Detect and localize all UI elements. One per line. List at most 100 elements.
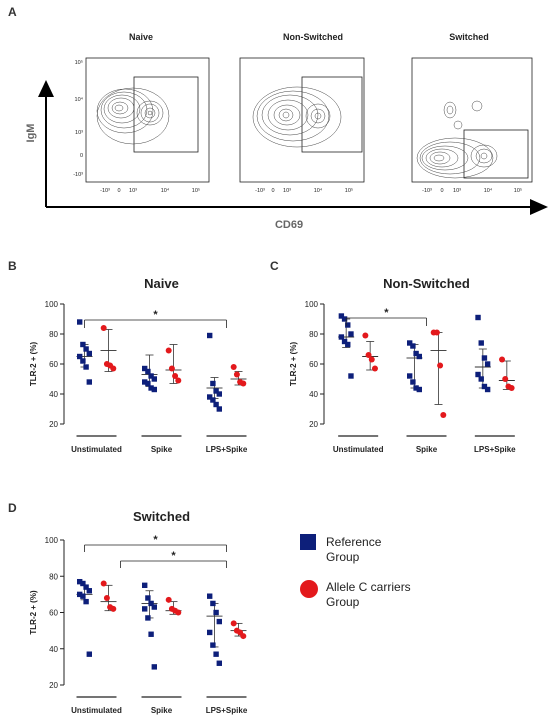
y-tick-label: 60 xyxy=(49,609,58,618)
data-point-reference xyxy=(407,373,413,379)
svg-text:10³: 10³ xyxy=(453,188,461,194)
svg-text:-10³: -10³ xyxy=(422,188,432,194)
svg-text:10⁴: 10⁴ xyxy=(75,96,84,103)
data-point-carriers xyxy=(240,633,247,640)
data-point-carriers xyxy=(365,352,372,358)
data-point-reference xyxy=(77,578,83,585)
data-point-carriers xyxy=(165,596,172,603)
data-point-reference xyxy=(148,600,154,607)
data-point-reference xyxy=(348,331,354,337)
panel-letter-c: C xyxy=(270,259,279,273)
flow-gate xyxy=(133,76,199,153)
data-point-carriers xyxy=(165,347,172,354)
flow-gate xyxy=(463,129,529,179)
legend-label-carriers-2: Group xyxy=(326,595,360,609)
data-point-reference xyxy=(77,591,83,598)
data-point-reference xyxy=(216,391,222,397)
data-point-reference xyxy=(416,353,422,360)
panel-letter-d: D xyxy=(8,501,17,515)
data-point-reference xyxy=(213,609,219,616)
data-point-reference xyxy=(148,631,154,637)
legend-label-reference-1: Reference xyxy=(326,535,382,549)
data-point-reference xyxy=(80,580,86,587)
data-point-reference xyxy=(478,340,484,346)
data-point-carriers xyxy=(100,580,107,587)
data-point-reference xyxy=(341,338,348,345)
data-point-reference xyxy=(80,358,86,364)
dot-plot-naive: Naive TLR-2 + (%) 20 40 60 80 100 Unstimulated S… xyxy=(29,276,248,454)
data-point-reference xyxy=(475,314,481,321)
svg-text:10³: 10³ xyxy=(283,188,291,194)
flow-y-axis-label: IgM xyxy=(25,124,37,143)
data-point-reference xyxy=(83,598,89,605)
legend-swatch-reference xyxy=(300,534,316,550)
flow-x-ticks: -10³ 0 10³ 10⁴ 10⁵ xyxy=(100,187,200,194)
legend-label-carriers-1: Allele C carriers xyxy=(326,580,411,594)
panel-letter-b: B xyxy=(8,259,17,273)
data-point-reference xyxy=(210,397,216,403)
data-point-reference xyxy=(407,340,413,346)
flow-title-non-switched: Non-Switched xyxy=(283,32,343,42)
y-tick-label: 20 xyxy=(49,681,58,690)
y-tick-label: 80 xyxy=(49,330,58,339)
y-tick-label: 100 xyxy=(45,300,59,309)
dot-plot-non-switched: Non-Switched TLR-2 + (%) 20 40 60 80 100 Unstim… xyxy=(289,276,516,454)
data-point-reference xyxy=(142,365,148,372)
data-point-carriers xyxy=(175,377,182,384)
data-point-reference xyxy=(213,388,219,394)
flow-plot-non-switched: Non-Switched -10³ 0 10³ 10⁴ 10⁵ xyxy=(239,32,365,194)
category-label: Unstimulated xyxy=(333,445,384,454)
data-point-carriers xyxy=(175,609,182,616)
significance-star: * xyxy=(171,550,176,562)
svg-text:10⁵: 10⁵ xyxy=(75,59,83,66)
data-point-reference xyxy=(86,379,92,385)
significance-star: * xyxy=(153,534,158,546)
data-point-reference xyxy=(213,651,219,657)
y-tick-label: 40 xyxy=(49,390,58,399)
data-point-reference xyxy=(216,618,222,625)
y-tick-label: 40 xyxy=(49,645,58,654)
y-tick-label: 100 xyxy=(305,300,319,309)
data-point-reference xyxy=(86,588,92,594)
significance-star: * xyxy=(384,307,389,319)
flow-frame xyxy=(85,57,210,183)
data-point-carriers xyxy=(100,325,107,331)
data-point-reference xyxy=(410,343,416,349)
data-point-reference xyxy=(145,380,151,387)
y-tick-label: 20 xyxy=(309,420,318,429)
data-point-reference xyxy=(142,582,148,589)
data-point-carriers xyxy=(233,371,240,378)
svg-text:-10³: -10³ xyxy=(73,172,83,178)
y-axis-label: TLR-2 + (%) xyxy=(29,590,38,635)
data-point-carriers xyxy=(110,365,117,372)
svg-text:0: 0 xyxy=(80,153,83,159)
data-point-carriers xyxy=(168,365,175,372)
flow-y-ticks: 10⁵ 10⁴ 10³ 0 -10³ xyxy=(73,59,83,178)
flow-title-naive: Naive xyxy=(129,32,153,42)
data-point-reference xyxy=(145,615,151,621)
flow-plot-naive: Naive 10⁵ 10⁴ 10³ 0 -10³ -10³ 0 10³ 10⁴ … xyxy=(73,32,210,194)
data-point-carriers xyxy=(499,356,506,363)
data-point-reference xyxy=(151,376,157,382)
contour-lines xyxy=(416,100,498,179)
data-point-carriers xyxy=(502,376,509,382)
data-point-reference xyxy=(80,341,86,348)
svg-text:10³: 10³ xyxy=(129,188,137,194)
data-point-carriers xyxy=(508,385,515,391)
category-label: Unstimulated xyxy=(71,706,122,715)
data-point-reference xyxy=(345,341,351,348)
data-point-carriers xyxy=(103,595,110,601)
data-point-reference xyxy=(80,593,86,599)
data-point-carriers xyxy=(433,329,440,336)
data-point-reference xyxy=(148,385,154,391)
svg-text:10⁵: 10⁵ xyxy=(345,187,353,194)
data-point-carriers xyxy=(440,412,447,418)
data-point-reference xyxy=(207,629,213,636)
data-point-reference xyxy=(83,364,89,370)
data-point-reference xyxy=(475,371,481,378)
data-point-carriers xyxy=(230,620,237,627)
legend-label-reference-2: Group xyxy=(326,550,360,564)
svg-text:10⁵: 10⁵ xyxy=(514,187,522,194)
data-point-carriers xyxy=(368,356,375,363)
